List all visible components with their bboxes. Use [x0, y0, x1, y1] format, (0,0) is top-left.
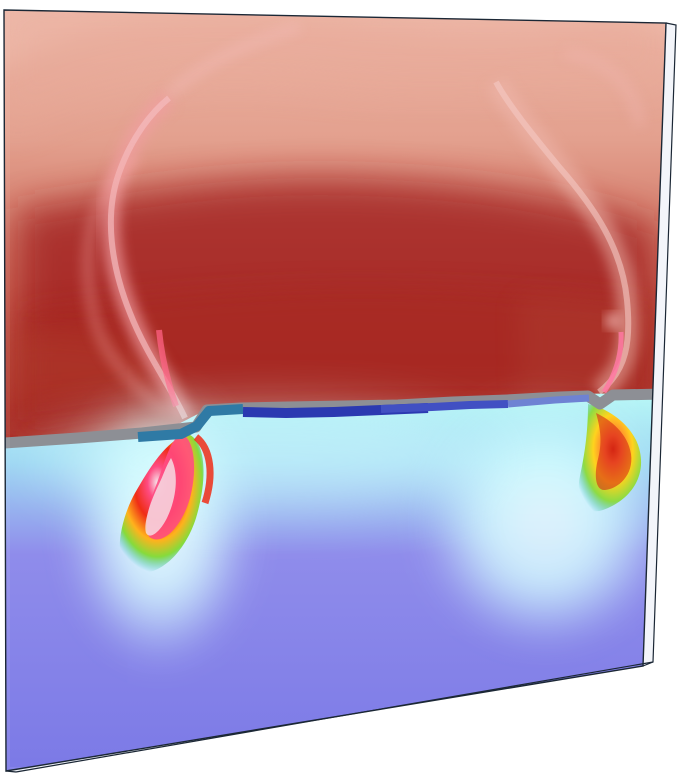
left-upper-curl	[164, 22, 302, 99]
left-red-rim	[193, 434, 214, 505]
right-rising-plume-core	[493, 80, 632, 395]
bottom-edge	[5, 770, 17, 773]
right-top-curl	[563, 47, 646, 128]
right-neck-plume	[601, 331, 624, 394]
left-lower-wash	[4, 332, 170, 407]
top-rose-band	[4, 10, 665, 135]
back-frame	[15, 22, 677, 773]
phase-interface-light-blue	[507, 394, 590, 408]
slab-side	[643, 23, 676, 666]
phase-interface-steel-blue	[137, 404, 244, 442]
phase-interface-mid-blue	[380, 400, 509, 413]
interface-cyan-wash	[35, 410, 495, 510]
left-white-core	[145, 458, 176, 536]
left-rising-plume-core	[107, 95, 188, 420]
right-red-core	[595, 413, 632, 491]
right-bubble	[605, 313, 621, 329]
corner-edge	[642, 661, 654, 667]
